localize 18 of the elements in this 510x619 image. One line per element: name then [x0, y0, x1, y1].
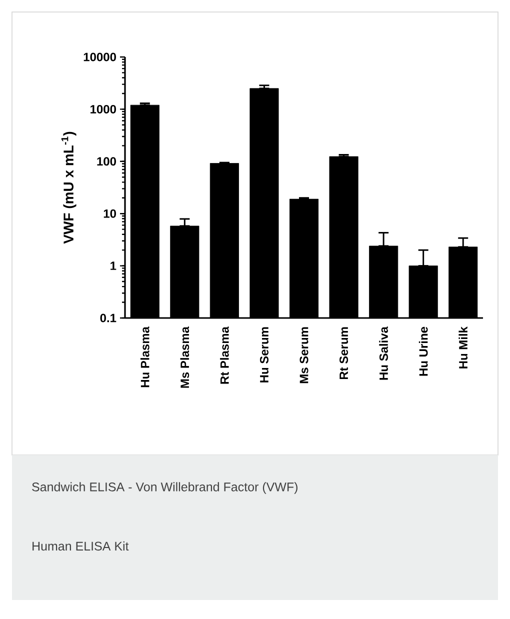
- text: Human ELISA Kit: [32, 541, 129, 551]
- y-tick-label: 0.1: [100, 314, 116, 322]
- y-tick-label: 100: [97, 157, 116, 166]
- x-tick-label: Rt Plasma: [220, 326, 229, 384]
- x-tick-label: Hu Saliva: [379, 326, 388, 380]
- y-tick-label: 10000: [84, 52, 116, 62]
- y-axis-title: VWF (mU x mL$^{-1}$): [61, 132, 76, 244]
- x-tick-label: Hu Serum: [260, 327, 268, 382]
- x-tick-label: Ms Serum: [300, 327, 308, 384]
- x-tick-label: Rt Serum: [340, 327, 348, 380]
- y-tick-label: 1000: [90, 104, 116, 114]
- x-tick-label: Ms Plasma: [180, 326, 190, 388]
- y-tick-label: 1: [110, 262, 116, 270]
- y-tick-label: 10: [104, 209, 116, 218]
- text: Sandwich ELISA - Von Willebrand Factor (VWF): [32, 482, 298, 494]
- x-tick-label: Hu Plasma: [140, 326, 150, 388]
- x-tick-label: Hu Urine: [418, 326, 428, 376]
- x-tick-label: Hu Milk: [458, 326, 468, 368]
